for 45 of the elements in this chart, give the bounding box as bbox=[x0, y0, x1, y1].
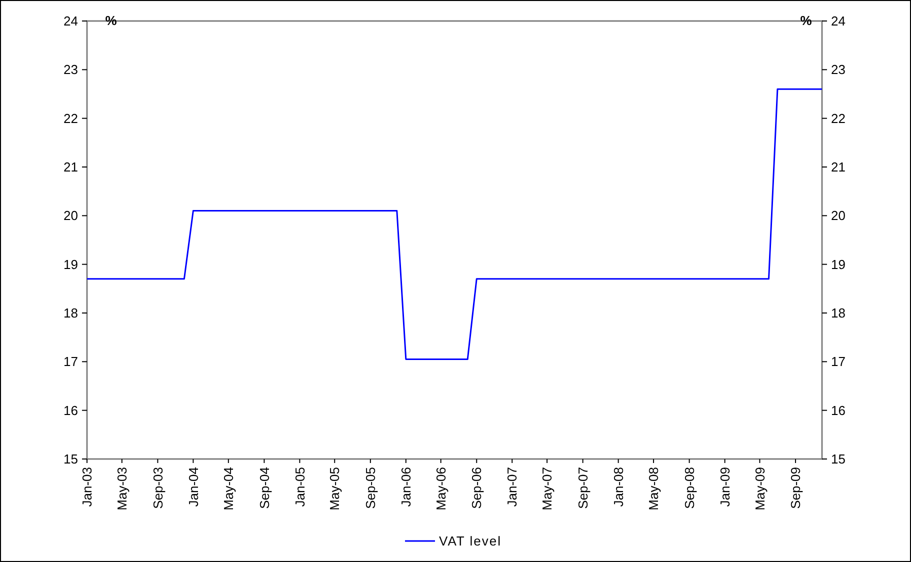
x-tick-label: Sep-06 bbox=[469, 467, 484, 509]
y-tick-label: 16 bbox=[64, 402, 78, 418]
x-tick-label: Jan-06 bbox=[398, 467, 414, 507]
x-tick-label: Sep-07 bbox=[575, 467, 590, 509]
y2-tick-label: 16 bbox=[831, 402, 846, 418]
x-tick-label: May-08 bbox=[646, 467, 662, 510]
y2-tick-label: 17 bbox=[831, 354, 846, 370]
y-axis-title: % bbox=[105, 13, 118, 28]
y-tick-label: 17 bbox=[64, 354, 78, 370]
x-tick-label: May-07 bbox=[540, 467, 555, 510]
x-tick-label: Jan-09 bbox=[717, 467, 732, 507]
y2-tick-label: 18 bbox=[831, 306, 846, 321]
y-tick-label: 21 bbox=[64, 160, 78, 175]
y2-tick-label: 21 bbox=[831, 160, 846, 175]
line-series bbox=[86, 88, 823, 360]
x-tick-label: Jan-07 bbox=[504, 467, 520, 507]
x-tick-label: Sep-04 bbox=[256, 467, 272, 509]
x-tick-label: May-05 bbox=[327, 467, 342, 510]
y-tick-label: 19 bbox=[64, 256, 78, 272]
x-tick-label: May-09 bbox=[752, 467, 768, 510]
x-tick-label: May-06 bbox=[433, 467, 448, 510]
y-tick-label: 15 bbox=[64, 452, 78, 467]
y-tick-label: 22 bbox=[64, 110, 78, 126]
y2-tick-label: 23 bbox=[831, 62, 846, 78]
y2-axis-title: % bbox=[800, 13, 812, 28]
y2-tick-label: 22 bbox=[831, 110, 846, 126]
x-tick-label: May-03 bbox=[114, 467, 130, 510]
y2-tick-label: 19 bbox=[831, 256, 846, 272]
x-tick-label: Jan-03 bbox=[80, 467, 95, 507]
y2-tick-label: 20 bbox=[831, 208, 846, 224]
y-tick-label: 20 bbox=[64, 208, 78, 224]
x-tick-label: Jan-04 bbox=[186, 467, 201, 507]
x-tick-label: Sep-05 bbox=[362, 467, 378, 509]
legend-label: VAT level bbox=[439, 534, 502, 549]
y2-tick-label: 15 bbox=[831, 452, 846, 467]
y-tick-label: 18 bbox=[64, 306, 78, 321]
x-tick-label: May-04 bbox=[220, 467, 236, 510]
x-tick-label: Jan-08 bbox=[610, 467, 626, 507]
y2-tick-label: 24 bbox=[831, 14, 846, 29]
x-tick-label: Sep-03 bbox=[150, 467, 166, 509]
x-tick-label: Sep-08 bbox=[682, 467, 697, 509]
y-tick-label: 24 bbox=[64, 14, 78, 29]
y-tick-label: 23 bbox=[64, 62, 78, 78]
x-tick-label: Sep-09 bbox=[788, 467, 804, 509]
x-tick-label: Jan-05 bbox=[292, 467, 308, 507]
